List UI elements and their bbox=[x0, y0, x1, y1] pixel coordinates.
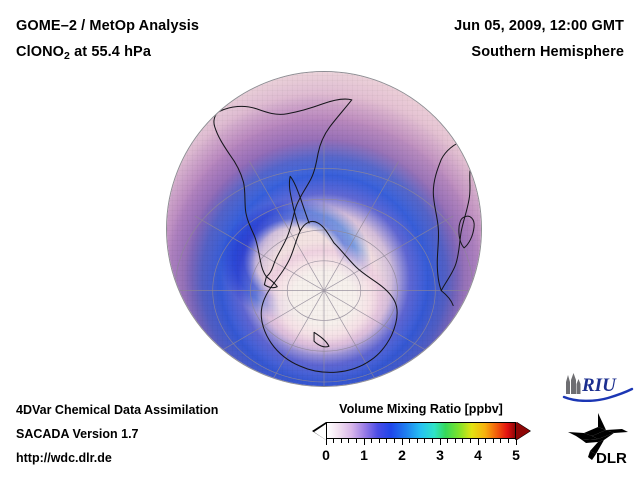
colorbar-gradient bbox=[326, 422, 516, 439]
colorbar-minor-tick bbox=[378, 439, 380, 443]
colorbar-minor-tick bbox=[469, 439, 471, 443]
riu-logo-graphic: RIU bbox=[562, 373, 634, 402]
colorbar-tick-label: 1 bbox=[360, 447, 368, 463]
dlr-logo-graphic: DLR bbox=[568, 413, 628, 466]
colorbar-tick-label: 3 bbox=[436, 447, 444, 463]
colorbar-title: Volume Mixing Ratio [ppbv] bbox=[339, 402, 503, 416]
colorbar-tick-label: 4 bbox=[474, 447, 482, 463]
colorbar-minor-tick bbox=[409, 439, 411, 443]
colorbar-minor-tick bbox=[431, 439, 433, 443]
colorbar-minor-tick bbox=[371, 439, 373, 443]
dlr-logo: DLR bbox=[562, 410, 634, 466]
globe-limb-shading bbox=[167, 72, 481, 386]
colorbar-minor-tick bbox=[355, 439, 357, 443]
colorbar-min-arrow-fill bbox=[314, 423, 326, 440]
species-subscript: 2 bbox=[64, 50, 70, 62]
colorbar-tick-label: 0 bbox=[322, 447, 330, 463]
footer-method: 4DVar Chemical Data Assimilation bbox=[16, 403, 219, 417]
species-level: at 55.4 hPa bbox=[69, 44, 151, 60]
species-name: ClONO bbox=[16, 44, 65, 60]
colorbar-max-arrow bbox=[516, 422, 530, 440]
colorbar-major-tick bbox=[515, 439, 517, 445]
colorbar-minor-tick bbox=[340, 439, 342, 443]
globe-disc bbox=[166, 71, 482, 387]
cathedral-towers-icon bbox=[566, 373, 581, 394]
colorbar: Volume Mixing Ratio [ppbv] 0 1 2 3 4 5 bbox=[312, 402, 530, 467]
riu-wave-icon bbox=[562, 387, 634, 402]
coastlines bbox=[213, 98, 478, 373]
colorbar-minor-tick bbox=[348, 439, 350, 443]
colorbar-tick-label: 2 bbox=[398, 447, 406, 463]
footer-url: http://wdc.dlr.de bbox=[16, 451, 112, 465]
colorbar-tick-labels: 0 1 2 3 4 5 bbox=[312, 447, 530, 467]
colorbar-minor-tick bbox=[485, 439, 487, 443]
colorbar-major-tick bbox=[477, 439, 479, 445]
colorbar-minor-tick bbox=[492, 439, 494, 443]
colorbar-minor-tick bbox=[462, 439, 464, 443]
colorbar-tick-label: 5 bbox=[512, 447, 520, 463]
colorbar-minor-tick bbox=[416, 439, 418, 443]
colorbar-minor-tick bbox=[447, 439, 449, 443]
colorbar-minor-tick bbox=[333, 439, 335, 443]
polar-map bbox=[166, 71, 482, 387]
colorbar-strip bbox=[312, 420, 530, 445]
colorbar-minor-tick bbox=[500, 439, 502, 443]
species-title: ClONO2 at 55.4 hPa bbox=[16, 44, 151, 62]
colorbar-ticks bbox=[325, 439, 517, 445]
colorbar-minor-tick bbox=[424, 439, 426, 443]
footer-version: SACADA Version 1.7 bbox=[16, 427, 139, 441]
colorbar-major-tick bbox=[439, 439, 441, 445]
hemisphere-label: Southern Hemisphere bbox=[471, 44, 624, 60]
dlr-pinwheel-icon bbox=[568, 413, 628, 460]
graticule bbox=[174, 141, 474, 386]
colorbar-major-tick bbox=[401, 439, 403, 445]
graticule-and-coastlines bbox=[174, 98, 478, 386]
colorbar-minor-tick bbox=[386, 439, 388, 443]
colorbar-major-tick bbox=[325, 439, 327, 445]
colorbar-minor-tick bbox=[454, 439, 456, 443]
riu-logo: RIU bbox=[560, 372, 634, 402]
colorbar-major-tick bbox=[363, 439, 365, 445]
page-title: GOME–2 / MetOp Analysis bbox=[16, 18, 200, 34]
timestamp-label: Jun 05, 2009, 12:00 GMT bbox=[454, 18, 624, 34]
colorbar-minor-tick bbox=[507, 439, 509, 443]
dlr-wordmark: DLR bbox=[596, 450, 627, 466]
colorbar-minor-tick bbox=[393, 439, 395, 443]
riu-wordmark: RIU bbox=[581, 375, 617, 396]
